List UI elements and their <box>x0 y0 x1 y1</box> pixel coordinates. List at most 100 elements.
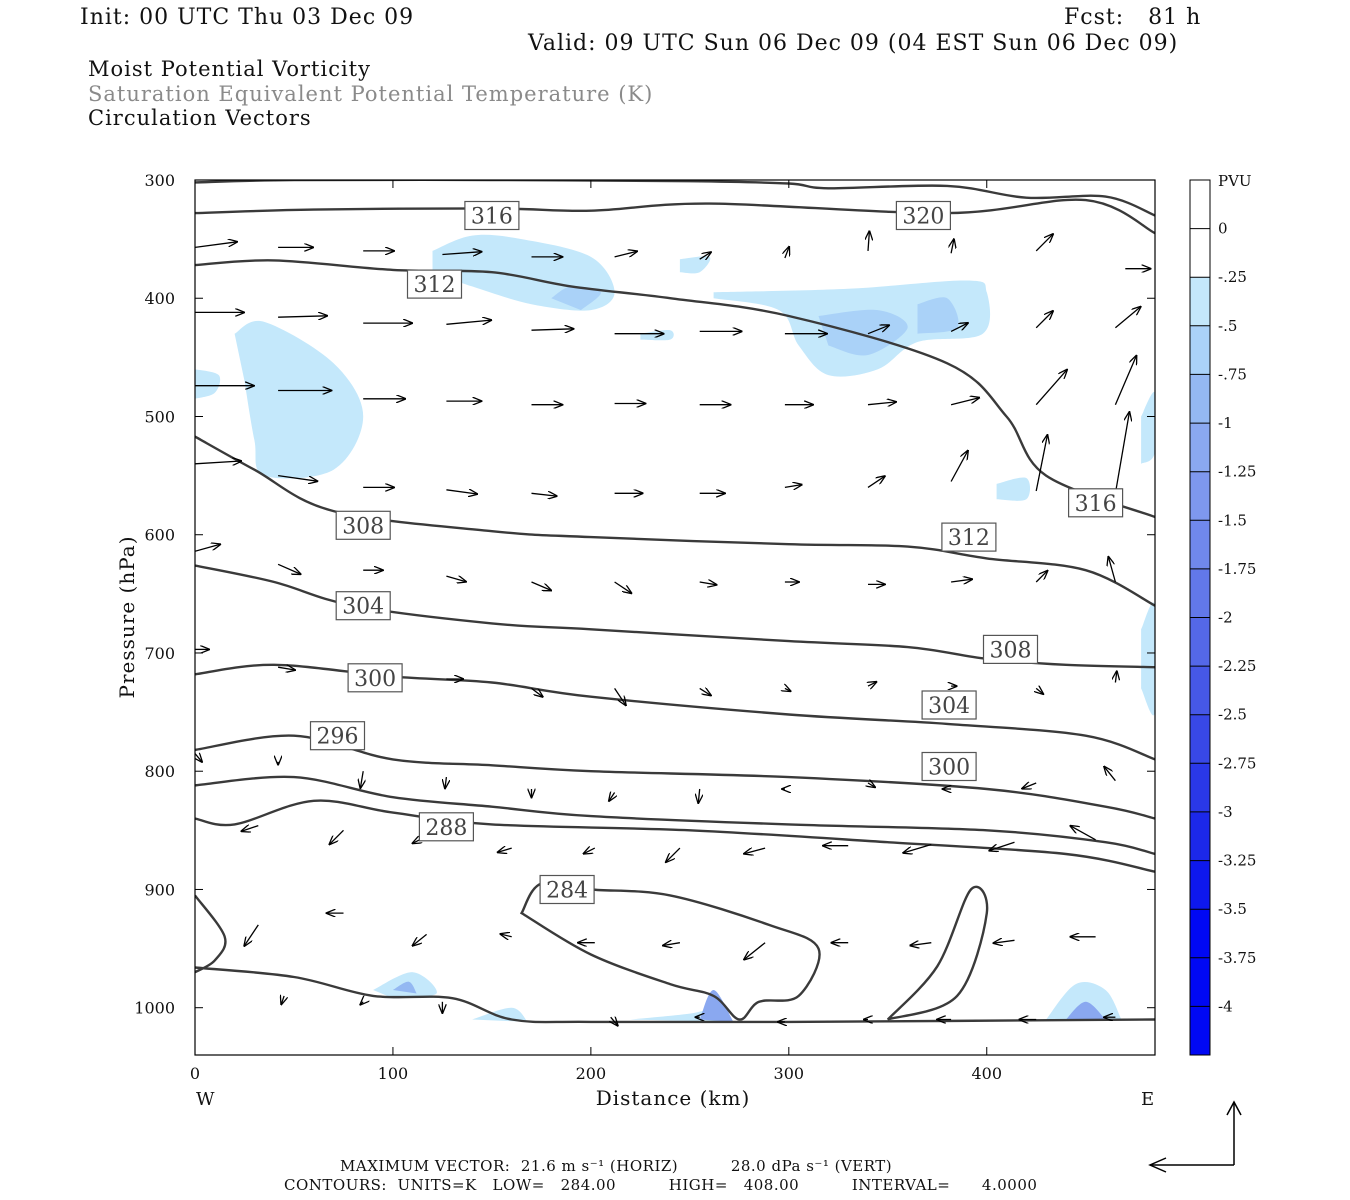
colorbar-swatch-10 <box>1190 666 1210 716</box>
contour-label-text: 304 <box>342 595 384 620</box>
contour-label-text: 304 <box>928 694 970 719</box>
circulation-vector-75 <box>445 777 446 788</box>
circulation-vector-94 <box>1070 826 1096 841</box>
x-tick-label-300: 300 <box>774 1064 805 1083</box>
circulation-vector-23 <box>1114 307 1140 329</box>
y-tick-label-600: 600 <box>144 526 175 545</box>
pv-region-11 <box>1141 602 1155 716</box>
circulation-vector-101 <box>744 942 766 960</box>
pv-region-9 <box>996 477 1031 501</box>
colorbar-tick-label: 0 <box>1218 220 1228 238</box>
contour-label-312-2: 312 <box>406 269 463 299</box>
pv-region-8 <box>640 330 674 341</box>
circulation-vector-48 <box>195 544 220 552</box>
y-tick-label-900: 900 <box>144 880 175 899</box>
pv-region-0 <box>234 320 364 479</box>
colorbar-tick-label: -1.5 <box>1218 511 1247 529</box>
colorbar-swatch-9 <box>1190 617 1210 667</box>
colorbar-tick-label: -1 <box>1218 414 1233 432</box>
colorbar-swatch-17 <box>1190 1006 1210 1056</box>
circulation-vector-64 <box>531 687 543 696</box>
contour-label-296-10: 296 <box>309 721 366 751</box>
circulation-vector-68 <box>868 682 876 686</box>
colorbar-tick-label: -1.75 <box>1218 560 1256 578</box>
east-label: E <box>1141 1089 1155 1110</box>
y-tick-label-1000: 1000 <box>134 999 175 1018</box>
colorbar-swatch-4 <box>1190 374 1210 424</box>
contour-label-316-0: 316 <box>464 200 520 231</box>
colorbar-swatch-0 <box>1190 180 1210 230</box>
theta-e-contour-312-1 <box>195 198 1155 235</box>
maximum-vector-note: MAXIMUM VECTOR: 21.6 m s⁻¹ (HORIZ) 28.0 … <box>340 1157 893 1175</box>
colorbar-tick-label: -2.25 <box>1218 657 1256 675</box>
contour-label-text: 312 <box>414 273 456 298</box>
circulation-vector-57 <box>951 579 972 582</box>
circulation-vector-54 <box>699 582 717 585</box>
colorbar-swatch-8 <box>1190 568 1210 618</box>
circulation-vector-35 <box>1114 356 1136 405</box>
y-tick-label-400: 400 <box>144 289 175 308</box>
circulation-vector-70 <box>1036 688 1043 694</box>
circulation-vector-66 <box>699 688 711 695</box>
x-tick-label-200: 200 <box>576 1064 607 1083</box>
circulation-vector-84 <box>242 826 259 832</box>
contour-label-308-4: 308 <box>335 510 391 540</box>
circulation-vector-97 <box>413 933 428 945</box>
colorbar-swatch-12 <box>1190 763 1210 813</box>
y-tick-label-700: 700 <box>144 644 175 663</box>
circulation-vector-51 <box>446 576 466 582</box>
circulation-vector-20 <box>867 325 889 335</box>
colorbar-swatch-2 <box>1190 277 1210 327</box>
contour-label-text: 284 <box>546 879 588 904</box>
circulation-vector-46 <box>1035 435 1047 492</box>
circulation-vector-53 <box>614 581 632 593</box>
x-tick-label-100: 100 <box>378 1064 409 1083</box>
circulation-vector-87 <box>498 848 512 852</box>
circulation-vector-0 <box>195 242 237 249</box>
circulation-vector-83 <box>1104 767 1116 782</box>
pv-region-3 <box>551 286 601 311</box>
contour-label-text: 300 <box>354 667 396 692</box>
init-time: Init: 00 UTC Thu 03 Dec 09 <box>80 5 415 30</box>
circulation-vector-5 <box>614 251 637 258</box>
circulation-vector-36 <box>195 461 241 464</box>
contour-label-text: 316 <box>1075 492 1117 517</box>
circulation-vector-67 <box>785 688 791 691</box>
circulation-vector-89 <box>666 847 681 862</box>
circulation-vector-74 <box>360 771 363 788</box>
colorbar-tick-label: -2.5 <box>1218 706 1247 724</box>
pv-region-1 <box>195 369 221 399</box>
colorbar-swatch-6 <box>1190 471 1210 521</box>
contour-label-text: 300 <box>928 756 970 781</box>
contour-label-320-1: 320 <box>895 200 952 231</box>
circulation-vector-13 <box>278 316 327 317</box>
colorbar-tick-label: -.75 <box>1218 365 1247 383</box>
circulation-vector-59 <box>1108 557 1117 583</box>
pv-region-13 <box>392 981 417 994</box>
circulation-vector-9 <box>951 239 954 254</box>
circulation-vector-72 <box>195 754 202 762</box>
circulation-vector-47 <box>1114 412 1129 494</box>
colorbar-swatch-7 <box>1190 520 1210 570</box>
colorbar-tick-label: -1.25 <box>1218 463 1256 481</box>
y-tick-label-500: 500 <box>144 407 175 426</box>
circulation-vector-88 <box>584 848 596 854</box>
x-tick-label-400: 400 <box>971 1064 1002 1083</box>
field-title-pv: Moist Potential Vorticity <box>88 57 371 81</box>
contour-label-text: 296 <box>317 725 359 750</box>
plot-frame <box>194 179 1156 1056</box>
circulation-vector-52 <box>531 581 552 590</box>
contour-label-text: 308 <box>342 514 384 539</box>
circulation-vector-43 <box>784 485 802 488</box>
circulation-vector-80 <box>868 783 875 787</box>
circulation-vector-21 <box>950 323 968 332</box>
circulation-vector-98 <box>501 934 512 937</box>
circulation-vector-65 <box>614 688 626 705</box>
colorbar-tick-label: -3 <box>1218 803 1233 821</box>
circulation-vector-61 <box>277 667 295 670</box>
circulation-vector-107 <box>360 1002 363 1005</box>
colorbar-tick-label: -.5 <box>1218 317 1237 335</box>
contour-label-308-7: 308 <box>982 634 1039 665</box>
pv-region-6 <box>818 309 908 356</box>
